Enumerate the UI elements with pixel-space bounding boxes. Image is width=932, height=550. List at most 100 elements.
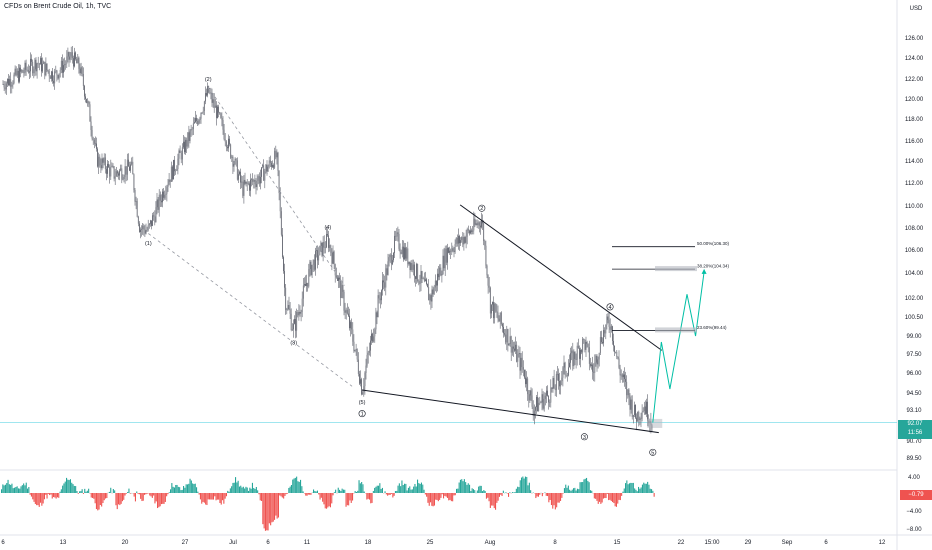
- price-axis[interactable]: USD 126.00 124.00 122.00 120.00 118.00 116.00 1…: [905, 6, 924, 533]
- candle-body: [200, 112, 202, 119]
- osc-bar: [248, 490, 250, 493]
- osc-bar: [445, 493, 447, 497]
- candle-body: [302, 285, 304, 299]
- osc-bar: [123, 493, 125, 500]
- candle-body: [524, 369, 525, 378]
- wave-circle: [606, 303, 614, 311]
- osc-bar: [597, 493, 599, 504]
- osc-bar: [450, 493, 452, 502]
- osc-bar: [92, 493, 94, 498]
- candle-body: [411, 263, 413, 270]
- osc-bar: [457, 488, 459, 493]
- candle-body: [283, 257, 284, 272]
- candle-body: [219, 112, 221, 114]
- candle-body: [392, 260, 393, 265]
- candle-body: [289, 309, 291, 314]
- candle-body: [463, 237, 465, 245]
- candle-body: [538, 402, 540, 412]
- osc-bar: [578, 489, 580, 493]
- candle-body: [592, 364, 593, 372]
- candle-body: [330, 245, 332, 253]
- candle-body: [214, 105, 216, 108]
- candle-body: [352, 329, 354, 342]
- osc-bar: [71, 482, 73, 493]
- candle-body: [67, 52, 69, 57]
- candle-body: [401, 246, 403, 254]
- osc-bar: [588, 482, 590, 493]
- osc-bar: [465, 482, 467, 493]
- osc-bar: [567, 485, 569, 493]
- osc-bar: [11, 483, 13, 493]
- candle-body: [315, 250, 316, 270]
- candle-body: [450, 250, 452, 252]
- candle-body: [210, 92, 212, 94]
- osc-bar: [640, 487, 642, 493]
- osc-bar: [7, 479, 9, 493]
- osc-bar: [154, 493, 156, 504]
- candle-body: [198, 119, 200, 125]
- candle-body: [20, 67, 21, 72]
- osc-tick-label: −8.00: [906, 527, 922, 533]
- candle-body: [305, 284, 306, 286]
- candle-body: [264, 171, 266, 181]
- candle-body: [299, 311, 301, 314]
- candle-body: [242, 181, 244, 196]
- osc-bar: [433, 493, 435, 506]
- candle-body: [15, 68, 17, 76]
- osc-bar: [119, 493, 121, 506]
- candle-body: [366, 354, 368, 366]
- candle-body: [577, 345, 579, 349]
- osc-bar: [214, 493, 216, 497]
- candle-body: [310, 261, 312, 275]
- osc-bar: [246, 487, 248, 493]
- x-tick-label: 29: [745, 540, 752, 546]
- osc-bar: [95, 493, 97, 510]
- osc-bar: [254, 488, 256, 493]
- osc-bar: [387, 493, 389, 496]
- osc-bar: [496, 493, 498, 503]
- candle-body: [121, 168, 123, 180]
- candle-body: [247, 183, 249, 185]
- osc-bar: [80, 491, 82, 493]
- osc-bar: [206, 493, 208, 506]
- candle-body: [494, 303, 496, 319]
- osc-bar: [638, 486, 640, 493]
- osc-bar: [82, 493, 84, 494]
- candle-body: [464, 237, 466, 243]
- osc-bar: [420, 482, 422, 493]
- candle-body: [508, 343, 510, 346]
- osc-bar: [194, 483, 196, 493]
- osc-bar: [323, 493, 325, 505]
- osc-bar: [10, 484, 12, 493]
- candle-body: [482, 220, 483, 224]
- osc-bar: [537, 493, 539, 497]
- osc-bar: [164, 493, 166, 502]
- candle-body: [437, 273, 438, 286]
- osc-bar: [335, 489, 337, 493]
- candle-body: [405, 247, 406, 259]
- time-axis[interactable]: 6 13 20 27 Jul 6 11 18 25 Aug 8 15 22 15:00 29 Sep 6 12: [1, 540, 886, 546]
- candle-body: [185, 139, 186, 153]
- osc-bar: [158, 493, 160, 508]
- candle-body: [612, 326, 613, 341]
- candle-body: [161, 200, 162, 203]
- osc-bar: [522, 476, 524, 493]
- candle-body: [476, 223, 478, 226]
- candle-body: [632, 414, 634, 417]
- osc-bar: [12, 488, 14, 493]
- osc-bar: [500, 493, 502, 495]
- candle-body: [139, 223, 140, 232]
- candle-body: [142, 225, 144, 230]
- candle-body: [536, 397, 537, 408]
- osc-bar: [348, 493, 350, 506]
- osc-bar: [491, 493, 493, 506]
- candle-body: [202, 110, 204, 113]
- candle-body: [4, 87, 6, 90]
- candle-body: [329, 245, 331, 248]
- osc-bar: [153, 493, 155, 496]
- osc-bar: [458, 482, 460, 493]
- candle-body: [393, 253, 394, 261]
- candle-body: [184, 141, 185, 153]
- candle-body: [478, 222, 480, 226]
